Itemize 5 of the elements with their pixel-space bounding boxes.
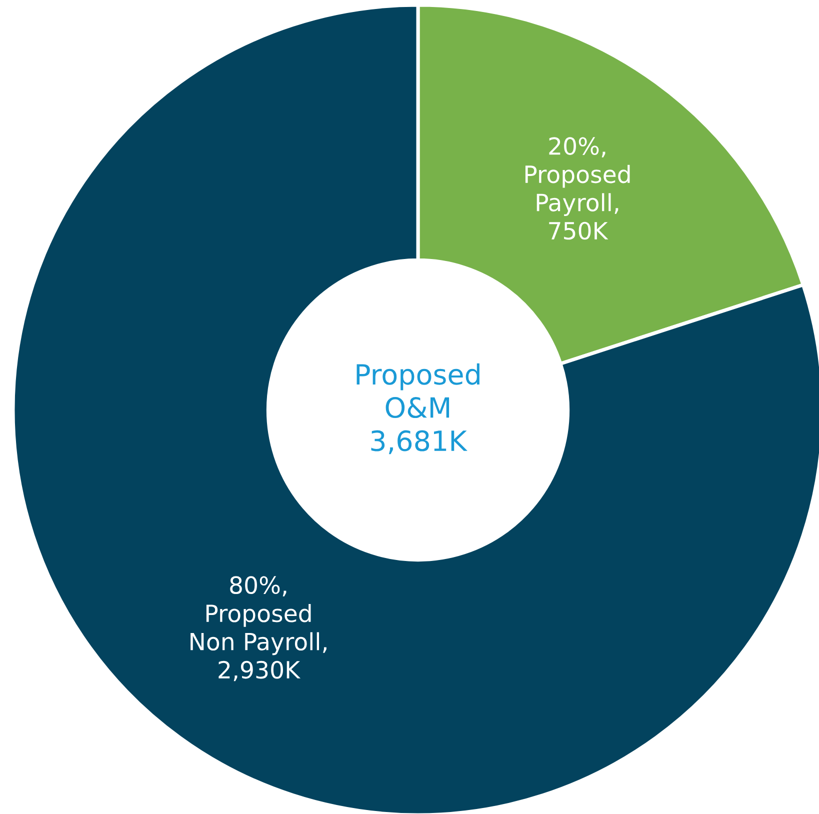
data-label: 20%, (549, 137, 606, 158)
text: Proposed O&M 3,681K (356, 363, 480, 454)
slice-label: Proposed Non Payroll, 2,930K (190, 604, 326, 682)
data-label: 80%, (230, 576, 286, 596)
slice-label: Proposed Payroll, 750K (525, 164, 630, 240)
